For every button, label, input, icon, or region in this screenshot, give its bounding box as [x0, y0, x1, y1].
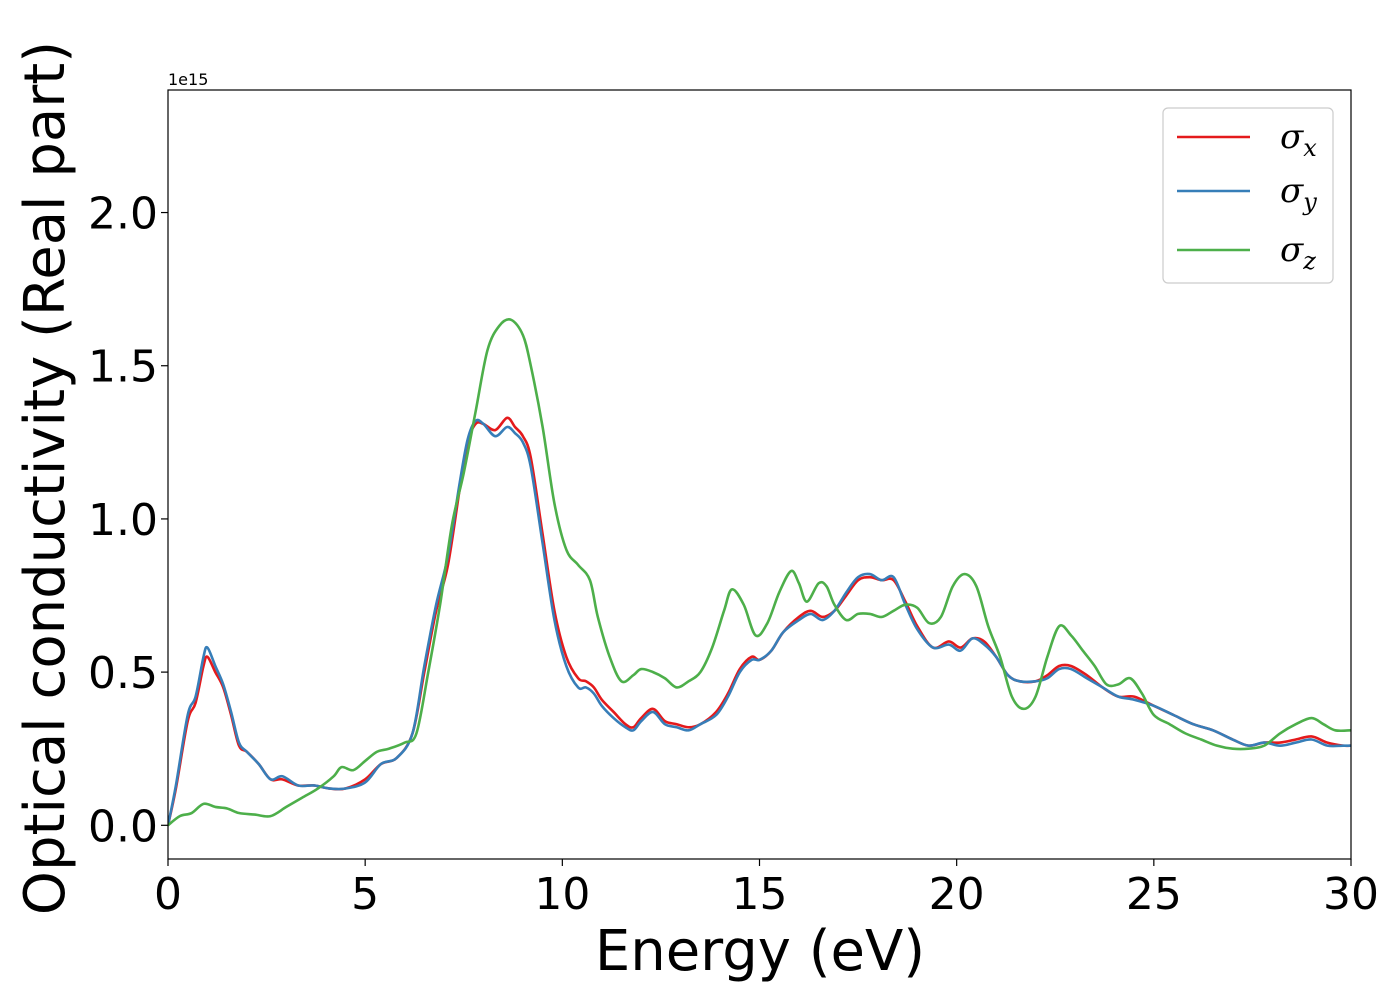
y-tick-label: 1.5	[88, 342, 158, 393]
y-offset-label: 1e15	[168, 70, 208, 89]
y-axis-title: Optical conductivity (Real part)	[13, 41, 78, 915]
series-lines	[168, 318, 1351, 827]
series-line-y	[168, 418, 1351, 826]
legend-label-x: σx	[1280, 117, 1317, 162]
legend: σx σy σz	[1162, 107, 1334, 284]
y-tick-label: 0.5	[88, 648, 158, 699]
x-tick-label: 25	[1126, 869, 1182, 920]
x-axis: 0 5 10 15 20 25 30	[154, 859, 1379, 920]
x-tick-label: 30	[1323, 869, 1379, 920]
x-axis-title: Energy (eV)	[595, 919, 925, 984]
x-tick-label: 10	[534, 869, 590, 920]
x-tick-label: 0	[154, 869, 182, 920]
legend-label-y: σy	[1280, 171, 1317, 216]
legend-label-z: σz	[1280, 230, 1316, 275]
x-tick-label: 15	[732, 869, 788, 920]
y-tick-label: 0.0	[88, 801, 158, 852]
y-axis: 0.0 0.5 1.0 1.5 2.0	[88, 189, 168, 852]
series-line-x	[168, 416, 1351, 826]
y-tick-label: 1.0	[88, 495, 158, 546]
series-line-z	[168, 318, 1351, 827]
x-tick-label: 5	[351, 869, 379, 920]
x-tick-label: 20	[929, 869, 985, 920]
legend-box	[1162, 107, 1334, 284]
y-tick-label: 2.0	[88, 189, 158, 240]
